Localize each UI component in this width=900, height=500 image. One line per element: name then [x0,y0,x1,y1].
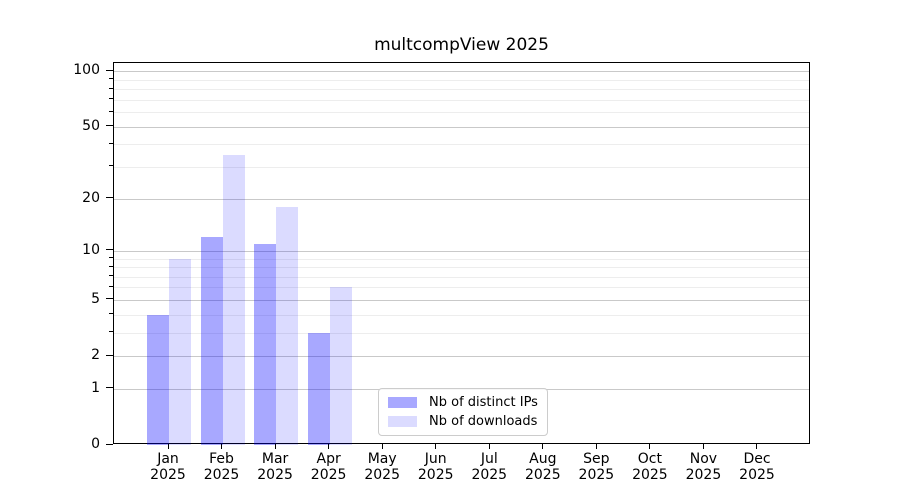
y-minor-tick [109,78,113,80]
x-tick-label: Sep 2025 [578,451,615,483]
gridline-minor [114,166,809,168]
plot-area [113,62,810,445]
legend-item-distinct-ips: Nb of distinct IPs [388,395,547,410]
y-tick [106,69,113,71]
y-minor-tick [109,285,113,287]
x-tick [488,444,490,449]
gridline-minor [114,332,809,334]
bar-downloads-jan [169,258,191,445]
x-tick [702,444,704,449]
gridline-minor [114,314,809,316]
y-minor-tick [109,142,113,144]
y-minor-tick [109,313,113,315]
bar-distinct-ips-feb [200,237,223,445]
gridline-minor [114,144,809,146]
legend: Nb of distinct IPs Nb of downloads [378,388,548,436]
x-tick-label: Jan 2025 [150,451,186,483]
legend-swatch-downloads [388,416,417,427]
x-tick-label: Feb 2025 [203,451,240,483]
y-tick [106,443,113,445]
y-minor-tick [109,275,113,277]
x-tick [756,444,758,449]
gridline-minor [114,267,809,269]
bar-distinct-ips-jan [147,314,169,445]
x-tick [274,444,276,449]
x-tick-label: Aug 2025 [524,451,561,483]
y-tick [106,354,113,356]
y-tick-label: 20 [82,189,100,206]
gridline-minor [114,258,809,260]
x-tick-label: Nov 2025 [685,451,722,483]
y-tick [106,125,113,127]
x-tick [649,444,651,449]
x-tick [167,444,169,449]
gridline-major [114,198,809,200]
bar-downloads-mar [276,206,299,445]
y-tick-label: 1 [91,379,100,396]
gridline-minor [114,276,809,278]
bar-downloads-feb [222,154,245,445]
legend-item-downloads: Nb of downloads [388,414,547,429]
x-tick [221,444,223,449]
gridline-minor [114,89,809,91]
y-tick [106,249,113,251]
y-minor-tick [109,331,113,333]
x-tick [381,444,383,449]
gridline-minor [114,112,809,114]
y-tick-label: 50 [82,117,100,134]
y-tick-label: 2 [91,347,100,364]
x-tick-label: Mar 2025 [257,451,293,483]
y-minor-tick [109,98,113,100]
bar-distinct-ips-apr [307,332,330,445]
y-tick-label: 10 [82,241,100,258]
x-tick-label: Apr 2025 [310,451,347,483]
y-minor-tick [109,87,113,89]
chart-title: multcompView 2025 [374,35,549,55]
gridline-major [114,250,809,252]
gridline-major [114,299,809,301]
x-tick-label: Oct 2025 [632,451,668,483]
gridline-major [114,356,809,358]
legend-item-label: Nb of downloads [429,414,538,429]
y-tick [106,197,113,199]
x-tick [595,444,597,449]
y-tick [106,387,113,389]
y-minor-tick [109,265,113,267]
y-tick-label: 5 [91,290,100,307]
x-tick-label: Jun 2025 [417,451,454,483]
y-tick-label: 0 [91,436,100,452]
y-tick-label: 100 [73,62,100,79]
x-tick-label: Dec 2025 [739,451,775,483]
gridline-minor [114,79,809,81]
gridline-minor [114,99,809,101]
bar-downloads-apr [329,287,352,445]
y-minor-tick [109,110,113,112]
y-minor-tick [109,165,113,167]
y-minor-tick [109,257,113,259]
gridline-minor [114,287,809,289]
x-tick-label: Jul 2025 [471,451,508,483]
legend-swatch-distinct-ips [388,397,417,408]
y-tick [106,298,113,300]
gridline-major [114,71,809,73]
x-tick [435,444,437,449]
legend-item-label: Nb of distinct IPs [429,395,538,410]
bar-distinct-ips-mar [254,243,277,445]
x-tick [542,444,544,449]
x-tick [328,444,330,449]
x-tick-label: May 2025 [364,451,400,483]
gridline-major [114,126,809,128]
